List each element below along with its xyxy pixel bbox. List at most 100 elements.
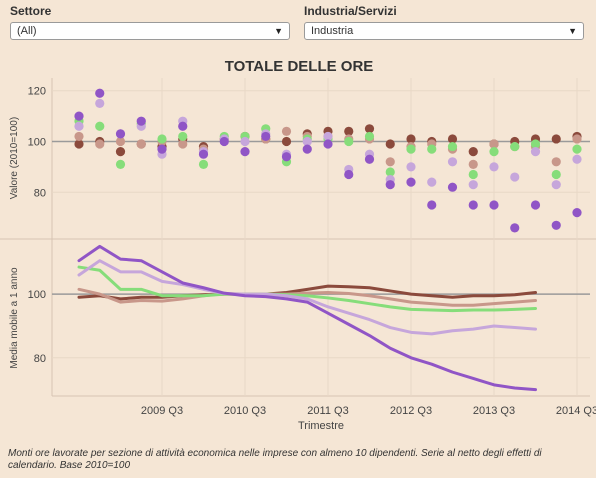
- data-point: [385, 139, 395, 149]
- data-point: [157, 144, 167, 154]
- data-point: [344, 169, 354, 180]
- data-point: [468, 200, 478, 210]
- data-point: [323, 139, 333, 149]
- data-point: [447, 157, 458, 167]
- x-tick-label: 2012 Q3: [390, 405, 432, 417]
- data-point: [157, 134, 167, 144]
- data-point: [406, 134, 416, 144]
- x-tick-label: 2010 Q3: [224, 405, 266, 417]
- data-point: [240, 147, 250, 157]
- settore-filter: Settore (All) ▼: [10, 4, 290, 40]
- data-point: [551, 220, 561, 230]
- data-point: [489, 147, 499, 157]
- industria-select[interactable]: Industria ▼: [304, 22, 584, 40]
- data-point: [406, 162, 416, 172]
- data-point: [489, 200, 499, 210]
- data-point: [364, 154, 375, 164]
- data-point: [551, 169, 561, 180]
- data-point: [178, 139, 188, 149]
- data-point: [281, 152, 292, 162]
- data-point: [489, 139, 499, 149]
- data-point: [530, 200, 541, 210]
- data-point: [572, 154, 582, 164]
- data-point: [572, 134, 582, 144]
- series-line: [77, 287, 537, 307]
- data-point: [468, 159, 478, 169]
- data-point: [551, 134, 561, 144]
- data-point: [240, 136, 250, 147]
- data-point: [281, 136, 292, 147]
- x-tick-label: 2009 Q3: [141, 405, 183, 417]
- data-point: [74, 139, 84, 149]
- industria-filter: Industria/Servizi Industria ▼: [304, 4, 584, 40]
- data-point: [178, 131, 188, 142]
- data-point: [406, 144, 416, 154]
- data-point: [530, 139, 541, 149]
- data-point: [344, 126, 354, 136]
- data-point: [95, 139, 105, 149]
- data-point: [468, 169, 478, 180]
- data-point: [74, 111, 84, 121]
- data-point: [427, 144, 437, 154]
- data-point: [219, 136, 229, 147]
- data-point: [572, 208, 582, 218]
- data-point: [385, 180, 395, 190]
- data-point: [261, 131, 271, 142]
- data-point: [510, 223, 520, 233]
- x-tick-label: 2013 Q3: [473, 405, 515, 417]
- data-point: [136, 139, 146, 149]
- data-point: [95, 98, 105, 108]
- series-line: [77, 244, 537, 392]
- x-axis-title: Trimestre: [298, 420, 344, 432]
- chart-title: TOTALE DELLE ORE: [225, 58, 374, 75]
- chart: TOTALE DELLE ORE 2009 Q3 2010 Q3 2011 Q3 201…: [0, 58, 596, 432]
- y-tick-label: 120: [28, 86, 46, 98]
- data-point: [427, 200, 437, 210]
- data-point: [510, 172, 520, 182]
- data-point: [364, 124, 375, 134]
- data-point: [136, 116, 146, 126]
- data-point: [198, 159, 209, 169]
- settore-filter-label: Settore: [10, 4, 52, 18]
- data-point: [323, 131, 333, 142]
- data-point: [427, 177, 437, 187]
- chevron-down-icon[interactable]: ▼: [274, 26, 283, 36]
- x-tick-label: 2014 Q3: [556, 405, 596, 417]
- data-point: [344, 136, 354, 147]
- data-point: [95, 121, 105, 131]
- y-axis-label: Media mobile a 1 anno: [9, 267, 20, 369]
- data-point: [551, 157, 561, 167]
- data-point: [115, 136, 126, 147]
- data-point: [115, 147, 126, 157]
- data-point: [385, 157, 395, 167]
- y-axis-label: Valore (2010=100): [9, 117, 20, 199]
- data-point: [302, 144, 312, 154]
- footnote: Monti ore lavorate per sezione di attivi…: [8, 448, 542, 471]
- data-point: [198, 149, 209, 159]
- chevron-down-icon[interactable]: ▼: [568, 26, 577, 36]
- data-point: [115, 129, 126, 139]
- data-point: [302, 136, 312, 147]
- data-point: [447, 182, 458, 192]
- data-point: [551, 180, 561, 190]
- data-point: [95, 88, 105, 98]
- data-point: [447, 141, 458, 152]
- series-line: [77, 259, 537, 336]
- y-tick-label: 100: [28, 289, 46, 301]
- data-point: [74, 121, 84, 131]
- y-tick-label: 80: [34, 353, 46, 365]
- series-line: [77, 265, 537, 313]
- settore-select[interactable]: (All) ▼: [10, 22, 290, 40]
- y-tick-label: 80: [34, 187, 46, 199]
- data-point: [74, 131, 84, 142]
- data-point: [468, 147, 478, 157]
- data-point: [510, 141, 520, 152]
- data-point: [115, 159, 126, 169]
- series-line: [77, 284, 537, 301]
- industria-filter-label: Industria/Servizi: [304, 4, 397, 18]
- x-tick-label: 2011 Q3: [307, 405, 348, 417]
- settore-select-value: (All): [17, 25, 37, 37]
- data-point: [406, 177, 416, 187]
- data-point: [447, 134, 458, 144]
- data-point: [572, 144, 582, 154]
